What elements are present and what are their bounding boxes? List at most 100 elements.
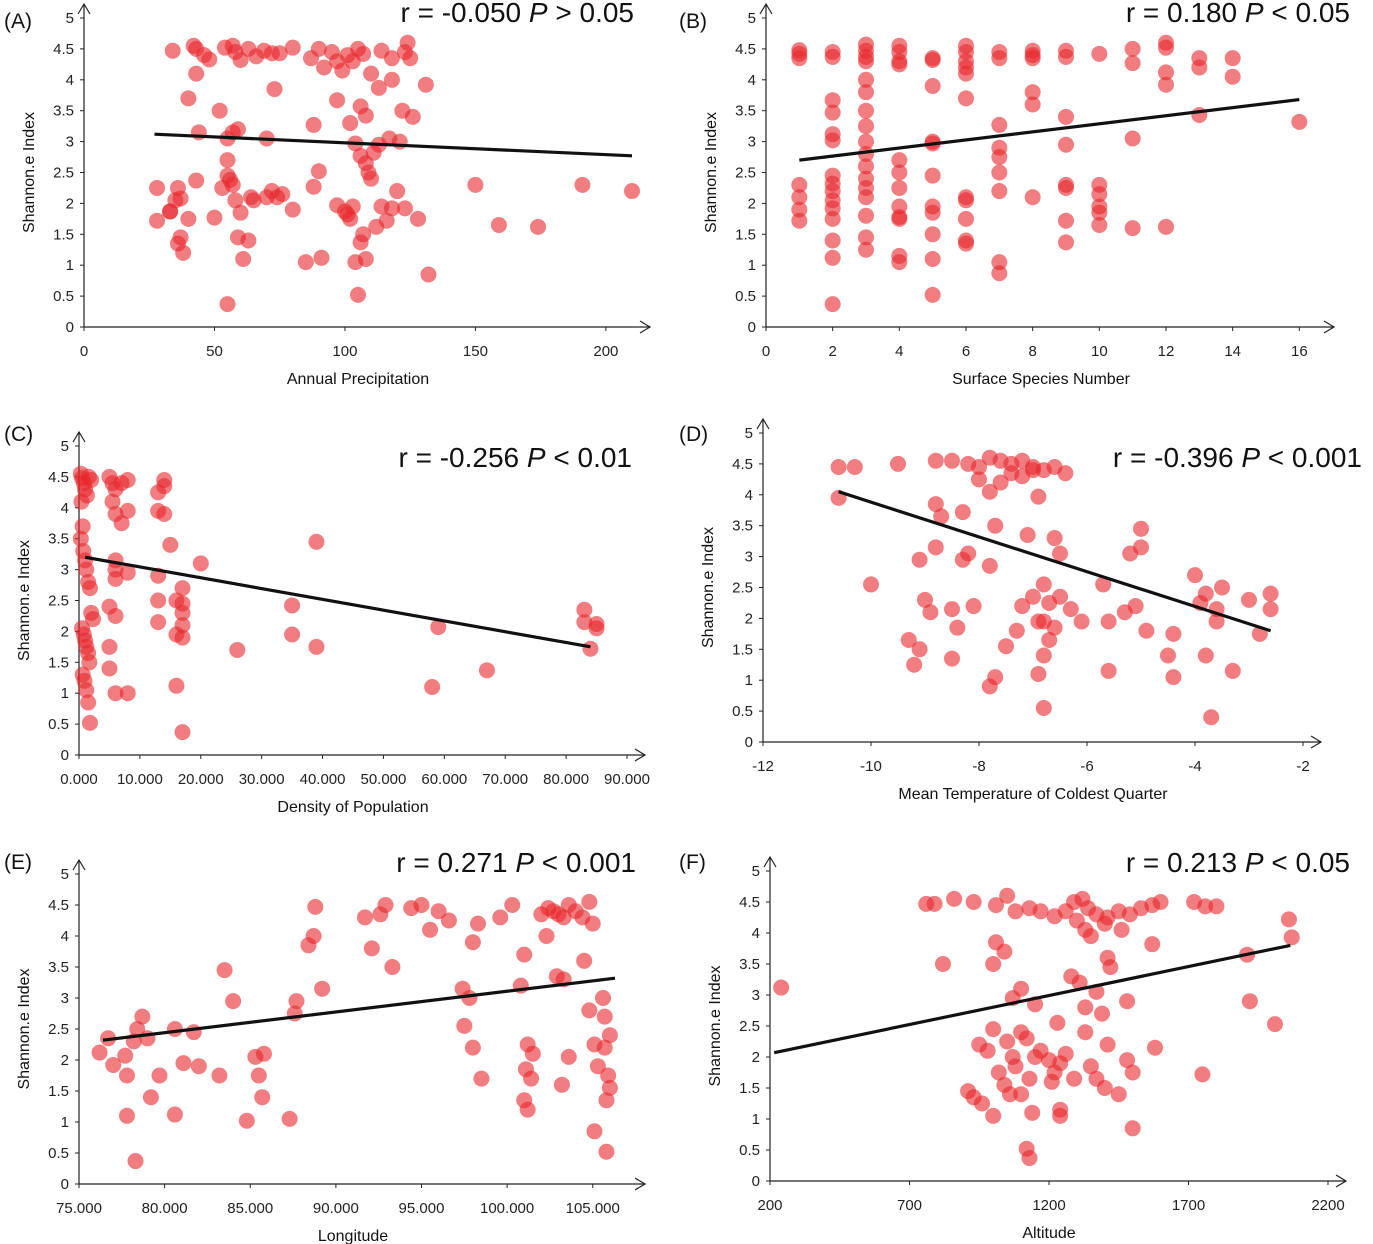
data-point [1096, 915, 1113, 932]
y-axis-arrow-icon [72, 858, 86, 871]
data-point [924, 204, 941, 221]
points-group [830, 449, 1279, 726]
y-axis-arrow-icon [759, 2, 773, 15]
data-point [946, 890, 963, 907]
data-point [308, 638, 325, 655]
x-tick-label: 30.000 [239, 771, 285, 788]
data-point [80, 694, 97, 711]
stat-p: P [515, 847, 534, 878]
stat-p: P [527, 442, 546, 473]
data-point [288, 993, 305, 1010]
data-point [991, 254, 1008, 271]
data-point [581, 893, 598, 910]
data-point [949, 619, 966, 636]
data-point [119, 471, 136, 488]
data-point [174, 580, 191, 597]
data-point [974, 1095, 991, 1112]
data-point [1024, 1104, 1041, 1121]
y-tick-label: 1.5 [53, 226, 74, 243]
data-point [402, 50, 419, 67]
data-point [991, 149, 1008, 166]
data-point [581, 1002, 598, 1019]
data-point [105, 1056, 122, 1073]
data-point [824, 296, 841, 313]
data-point [538, 928, 555, 944]
data-point [101, 660, 118, 677]
data-point [576, 601, 593, 618]
x-tick-label: 75.000 [56, 1200, 102, 1217]
x-tick-label: 2200 [1311, 1197, 1344, 1214]
x-tick-label: 60.000 [421, 771, 467, 788]
data-point [284, 39, 301, 56]
data-point [1110, 1086, 1127, 1103]
panel-label: (A) [4, 10, 32, 33]
data-point [1013, 1086, 1030, 1103]
data-point [1099, 1036, 1116, 1053]
data-point [601, 1079, 618, 1096]
data-point [1100, 613, 1117, 630]
data-point [958, 90, 974, 107]
x-axis-label: Density of Population [277, 799, 428, 816]
data-point [1035, 700, 1052, 717]
data-point [1124, 220, 1141, 237]
data-point [1052, 1107, 1069, 1124]
chart-panel-5: 0 0.5 1 1.5 2 2.5 3 3.5 4 4.5 5 75.000 80.000 85.000 9… [4, 847, 647, 1244]
data-point [164, 42, 181, 59]
x-tick-label: 200 [757, 1197, 782, 1214]
data-point [81, 580, 98, 597]
data-point [83, 471, 100, 488]
data-point [156, 471, 173, 488]
y-axis-arrow-icon [763, 855, 777, 868]
data-point [933, 508, 950, 525]
data-point [598, 1092, 615, 1109]
data-point [363, 170, 380, 187]
data-point [1158, 64, 1174, 81]
data-point [1073, 613, 1090, 630]
data-point [355, 226, 372, 243]
stat-significance: < 0.01 [546, 442, 632, 473]
y-tick-label: 2 [748, 195, 756, 212]
data-point [225, 993, 242, 1010]
data-point [981, 557, 998, 574]
y-tick-label: 2 [61, 1052, 69, 1069]
data-point [791, 176, 808, 193]
data-point [824, 249, 841, 266]
y-tick-label: 4.5 [48, 897, 69, 914]
data-point [601, 1027, 618, 1044]
data-point [589, 1058, 606, 1075]
y-axis-arrow-icon [72, 430, 86, 443]
data-point [1082, 1058, 1099, 1075]
data-point [1001, 1086, 1018, 1103]
stat-r: r = 0.180 [1126, 0, 1245, 28]
data-point [906, 656, 923, 673]
y-tick-label: 4 [748, 72, 756, 89]
data-point [1030, 666, 1047, 683]
data-point [858, 71, 874, 88]
data-point [1158, 76, 1174, 93]
data-point [216, 962, 233, 979]
y-tick-label: 4 [61, 928, 69, 945]
data-point [150, 614, 167, 631]
data-point [791, 50, 808, 67]
data-point [363, 65, 380, 82]
data-point [363, 940, 380, 957]
x-tick-label: 20.000 [178, 771, 224, 788]
y-tick-label: 2.5 [739, 1018, 760, 1035]
stat-p: P [1241, 442, 1260, 473]
data-point [478, 662, 495, 679]
data-point [824, 210, 841, 227]
data-point [91, 1044, 108, 1061]
data-point [274, 186, 291, 203]
y-tick-label: 2 [752, 1049, 760, 1066]
data-point [127, 1153, 144, 1170]
data-point [1071, 974, 1088, 991]
data-point [1058, 136, 1074, 153]
data-point [211, 102, 228, 119]
data-point [954, 551, 971, 568]
y-tick-label: 1 [752, 1111, 760, 1128]
data-point [523, 1070, 540, 1087]
x-tick-label: 100.000 [480, 1200, 534, 1217]
stat-p: P [529, 0, 548, 28]
data-point [1058, 179, 1074, 196]
x-axis-label: Longitude [318, 1228, 388, 1244]
